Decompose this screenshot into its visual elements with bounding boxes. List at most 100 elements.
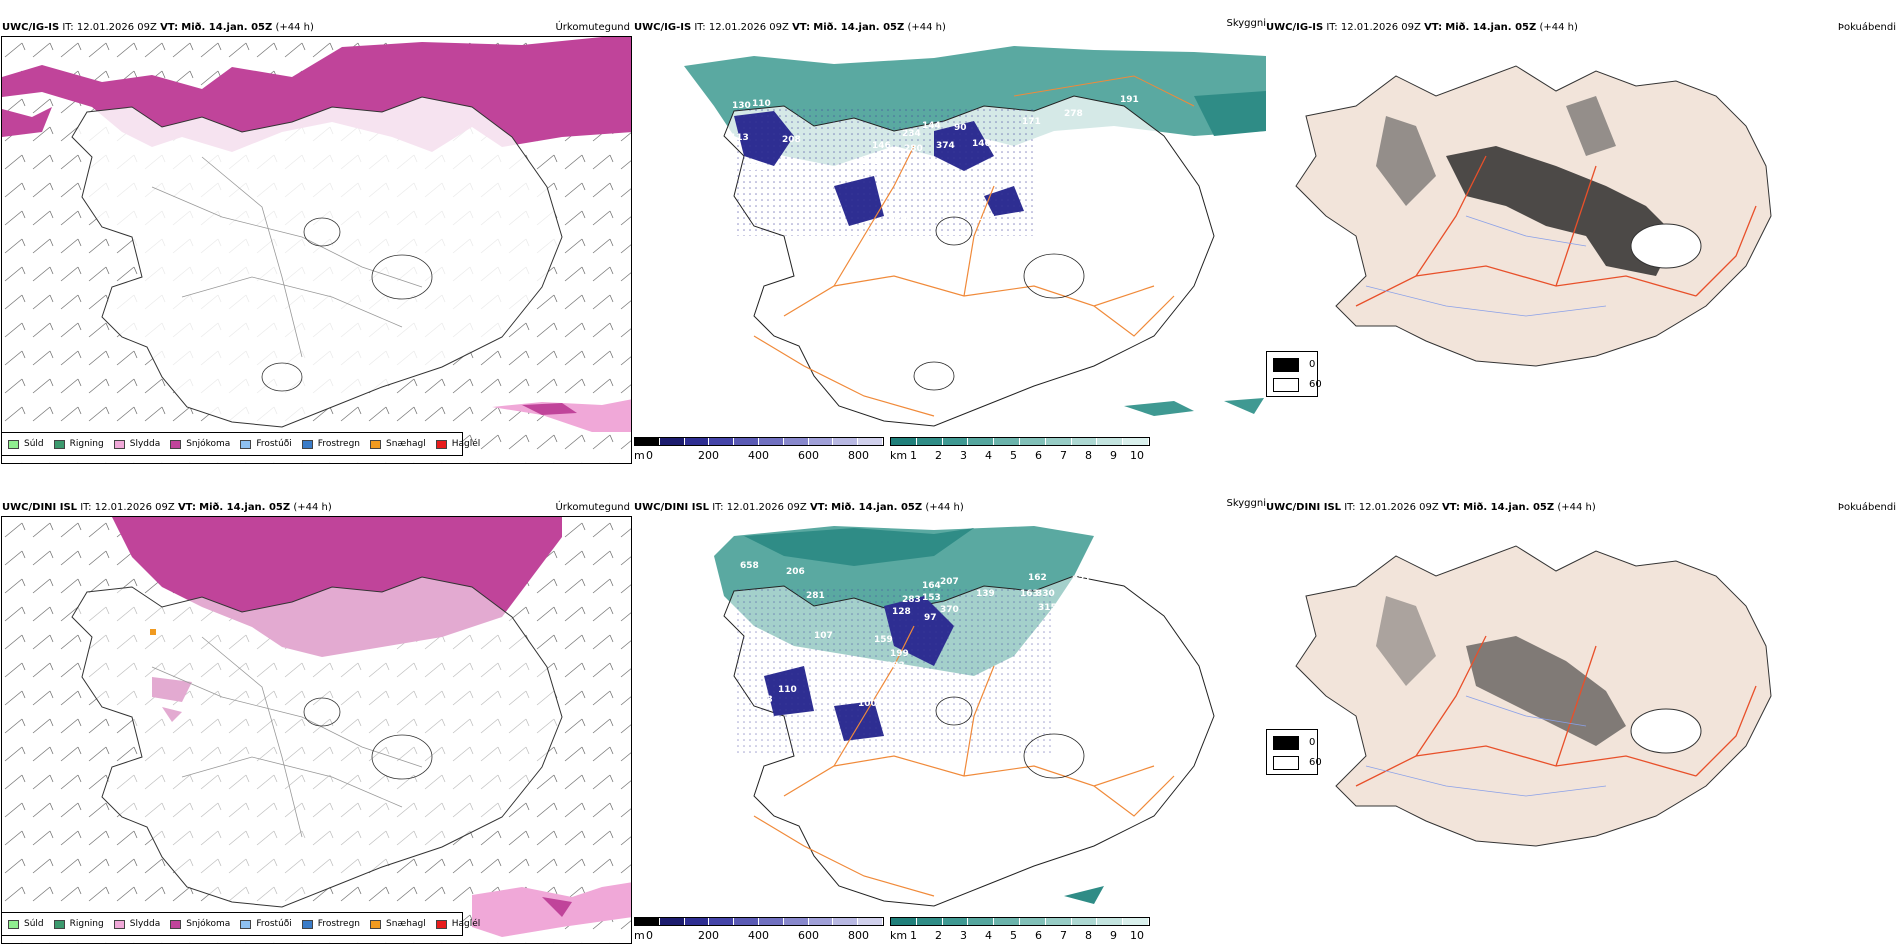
precip-legend: Súld Rigning Slydda Snjókoma Frostúði Fr… — [1, 432, 480, 456]
panel-header: UWC/DINI ISL IT: 12.01.2026 09Z VT: Mið.… — [2, 502, 332, 513]
legend-item: Slydda — [113, 439, 160, 449]
road-network — [753, 625, 1175, 897]
ceiling-value-label: 130 — [732, 101, 751, 111]
ceiling-value-label: 199 — [890, 649, 909, 659]
ceiling-value-label: 110 — [778, 685, 797, 695]
colorbar-swatches — [890, 437, 1150, 446]
map-frame — [1, 516, 632, 944]
legend-item: Frostúði — [240, 919, 292, 929]
product-title: Skyggni — [1226, 18, 1266, 29]
ceiling-value-label: 208 — [782, 135, 801, 145]
fog-key-dark — [1273, 736, 1299, 750]
legend-item: Snæhagl — [370, 439, 426, 449]
ceiling-value-label: 146 — [972, 139, 991, 149]
legend-item: Rigning — [53, 439, 104, 449]
colorbar-unit: m — [634, 929, 645, 942]
ceiling-value-label: 171 — [1022, 117, 1041, 127]
ceiling-value-label: 110 — [752, 99, 771, 109]
legend-item: Súld — [8, 919, 44, 929]
ceiling-value-label: 153 — [922, 593, 941, 603]
precip-map — [2, 37, 631, 463]
road-network — [1355, 155, 1757, 307]
iceland-outline — [71, 96, 563, 428]
ceiling-value-label: 164 — [922, 581, 941, 591]
legend-item: Súld — [8, 439, 44, 449]
panel-header: UWC/IG-IS IT: 12.01.2026 09Z VT: Mið. 14… — [2, 22, 314, 33]
legend-item: Snjókoma — [170, 919, 230, 929]
product-title: Þokuábendi — [1837, 502, 1896, 513]
precip-type-panel-top: UWC/IG-IS IT: 12.01.2026 09Z VT: Mið. 14… — [0, 14, 634, 464]
fog-map — [1295, 65, 1772, 367]
ceiling-value-label: 207 — [940, 577, 959, 587]
ceiling-value-label: 234 — [902, 129, 921, 139]
legend-item: Snæhagl — [370, 919, 426, 929]
ceiling-value-label: 144 — [922, 121, 941, 131]
fog-panel-top: UWC/IG-IS IT: 12.01.2026 09Z VT: Mið. 14… — [1266, 14, 1900, 464]
fog-key: 0 60 — [1266, 729, 1322, 775]
colorbar-unit: km — [890, 929, 908, 942]
precip-type-panel-bottom: UWC/DINI ISL IT: 12.01.2026 09Z VT: Mið.… — [0, 494, 634, 944]
ceiling-value-label: 206 — [786, 567, 805, 577]
ceiling-colorbar: m 0 200 400 600 800 1000 — [634, 437, 884, 465]
ceiling-value-label: 213 — [754, 695, 773, 705]
ceiling-value-label: 127 — [890, 213, 909, 223]
ceiling-value-label: 231 — [1072, 575, 1091, 585]
ceiling-value-label: 201 — [746, 163, 765, 173]
ceiling-value-label: 238 — [1086, 599, 1105, 609]
product-title: Úrkomutegund — [555, 502, 630, 513]
panel-header: UWC/IG-IS IT: 12.01.2026 09Z VT: Mið. 14… — [1266, 22, 1578, 33]
road-network — [1355, 635, 1757, 787]
ceiling-value-label: 112 — [976, 213, 995, 223]
ceiling-panel-bottom: UWC/DINI ISL IT: 12.01.2026 09Z VT: Mið.… — [634, 494, 1266, 944]
ceiling-value-label: 163 — [1020, 589, 1039, 599]
legend-item: Rigning — [53, 919, 104, 929]
legend-item: Frostúði — [240, 439, 292, 449]
sleet-area — [472, 882, 631, 937]
visibility-colorbar: km 1 2 3 4 5 6 7 8 9 10 — [890, 437, 1150, 465]
fog-key-light — [1273, 378, 1299, 392]
ceiling-value-label: 315 — [1038, 603, 1057, 613]
ceiling-value-label: 224 — [912, 159, 931, 169]
ceiling-value-label: 128 — [892, 607, 911, 617]
ceiling-value-label: 228 — [1118, 557, 1137, 567]
iceland-outline — [71, 576, 563, 908]
sleet-area — [492, 399, 631, 432]
colorbar-swatches — [634, 917, 884, 926]
fog-key-dark — [1273, 358, 1299, 372]
ceiling-value-label: 330 — [1036, 589, 1055, 599]
legend-item: Haglél — [435, 439, 480, 449]
ceiling-value-label: 139 — [976, 589, 995, 599]
ceiling-colorbar: m 0 200 400 600 800 — [634, 917, 884, 945]
ceiling-value-label: 281 — [806, 591, 825, 601]
ceiling-value-label: 97 — [924, 613, 937, 623]
panel-header: UWC/DINI ISL IT: 12.01.2026 09Z VT: Mið.… — [1266, 502, 1596, 513]
colorbar-swatches — [634, 437, 884, 446]
legend-item: Snjókoma — [170, 439, 230, 449]
ceiling-value-label: 374 — [936, 141, 955, 151]
precip-map — [2, 517, 631, 943]
ceiling-value-label: 370 — [940, 605, 959, 615]
colorbar-unit: m — [634, 449, 645, 462]
ceiling-value-label: 280 — [904, 144, 923, 154]
ceiling-value-label: 283 — [902, 595, 921, 605]
ceiling-value-label: 146 — [872, 141, 891, 151]
visibility-colorbar: km 1 2 3 4 5 6 7 8 9 10 — [890, 917, 1150, 945]
fog-panel-bottom: UWC/DINI ISL IT: 12.01.2026 09Z VT: Mið.… — [1266, 494, 1900, 944]
map-frame — [1, 36, 632, 464]
fog-dark-area — [1446, 146, 1676, 276]
ceiling-value-label: 658 — [740, 561, 759, 571]
snow-patch — [522, 403, 577, 415]
ceiling-map: 658 206 281 283 128 164 207 153 370 139 … — [714, 526, 1215, 907]
ceiling-value-label: 302 — [1086, 147, 1105, 157]
colorbar-swatches — [890, 917, 1150, 926]
ceiling-value-label: 90 — [954, 123, 967, 133]
legend-item: Frostregn — [301, 919, 360, 929]
panel-header: UWC/IG-IS IT: 12.01.2026 09Z VT: Mið. 14… — [634, 22, 946, 33]
legend-item: Haglél — [435, 919, 480, 929]
ceiling-value-label: 162 — [1028, 573, 1047, 583]
fog-key: 0 60 — [1266, 351, 1322, 397]
colorbar-unit: km — [890, 449, 908, 462]
product-title: Skyggni — [1226, 498, 1266, 509]
legend-item: Frostregn — [301, 439, 360, 449]
ceiling-value-label: 100 — [858, 699, 877, 709]
